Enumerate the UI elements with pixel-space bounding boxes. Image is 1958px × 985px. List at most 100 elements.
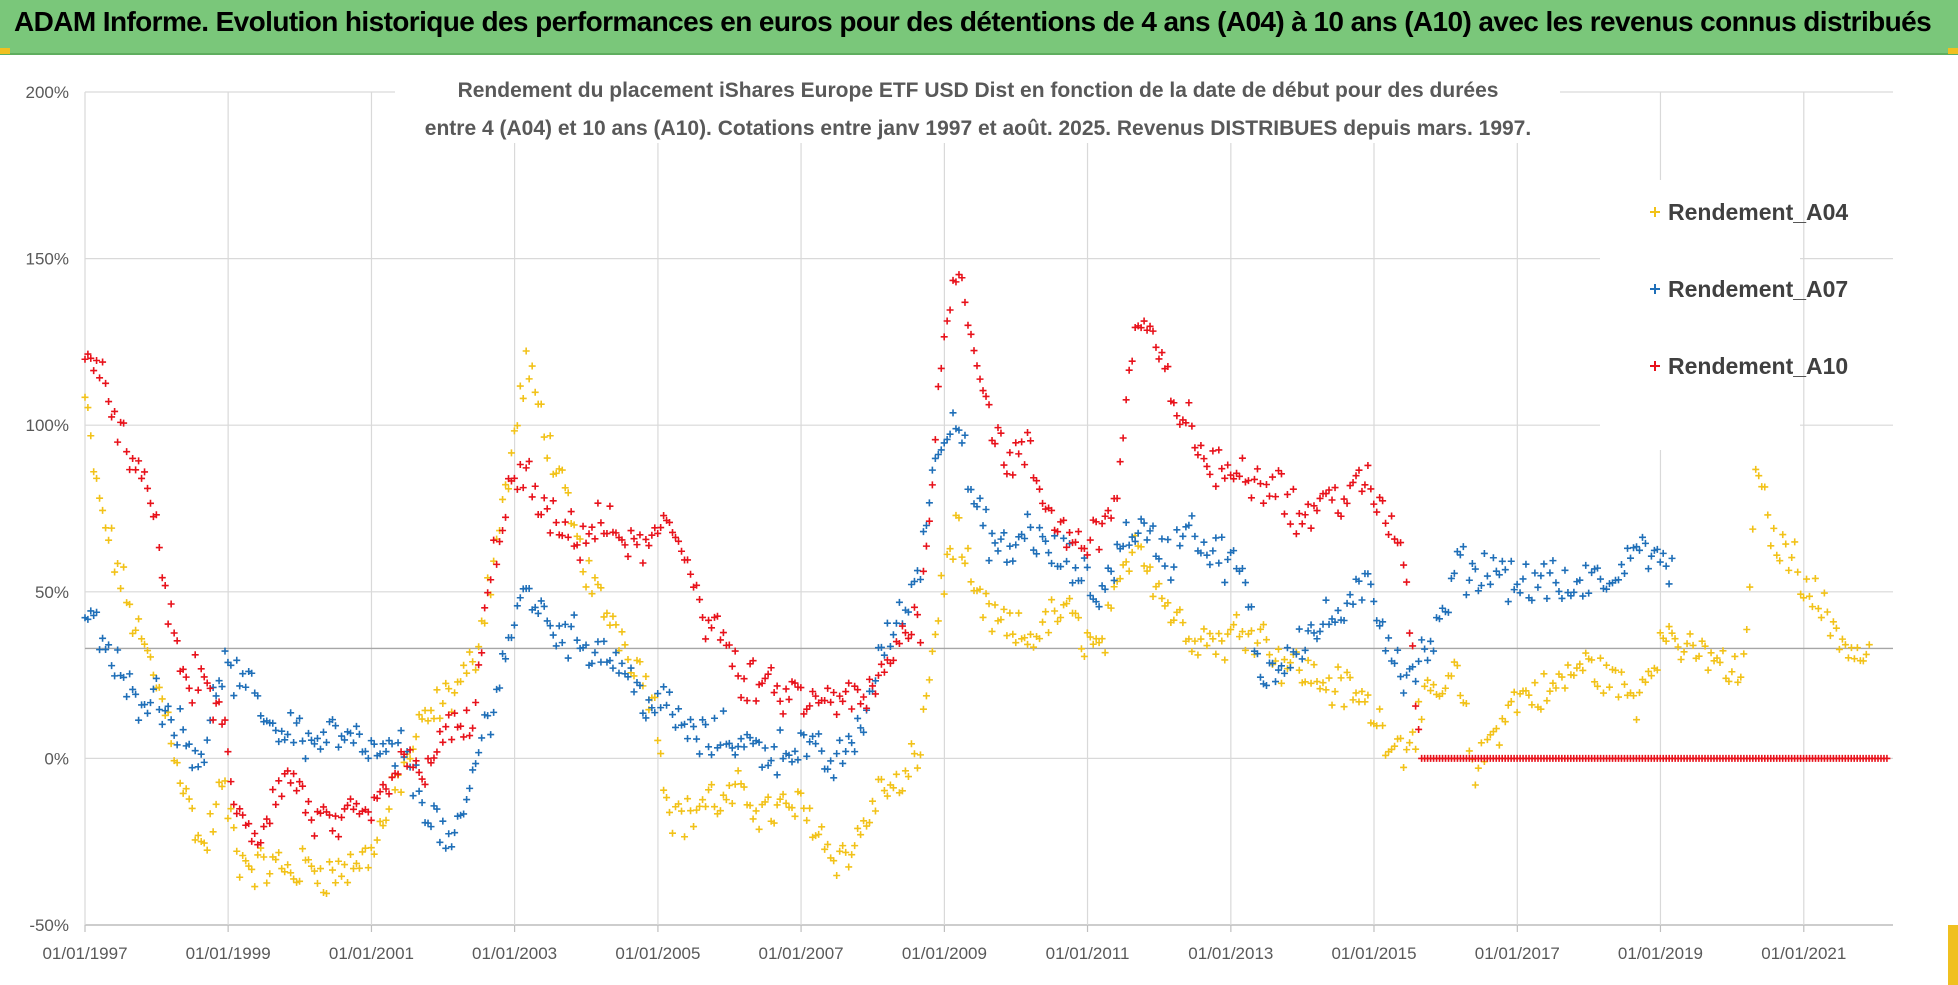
- data-point: [1098, 520, 1106, 528]
- data-point: [982, 590, 990, 598]
- data-point: [1355, 577, 1363, 585]
- data-point: [475, 643, 483, 651]
- data-point: [138, 635, 146, 643]
- data-point: [1797, 590, 1805, 598]
- data-point: [1364, 461, 1372, 469]
- data-point: [761, 674, 769, 682]
- data-point: [821, 697, 829, 705]
- data-point: [87, 607, 95, 615]
- data-point: [857, 724, 865, 732]
- data-point: [943, 550, 951, 558]
- data-point: [313, 734, 321, 742]
- data-point: [373, 836, 381, 844]
- data-point: [224, 748, 232, 756]
- data-point: [699, 716, 707, 724]
- data-point: [1054, 528, 1062, 536]
- data-point: [1704, 666, 1712, 674]
- data-point: [1385, 634, 1393, 642]
- data-point: [746, 801, 754, 809]
- data-point: [740, 743, 748, 751]
- data-point: [269, 719, 277, 727]
- data-point: [1006, 449, 1014, 457]
- data-point: [1313, 507, 1321, 515]
- data-point: [564, 654, 572, 662]
- data-point: [1179, 532, 1187, 540]
- data-point: [1403, 746, 1411, 754]
- data-point: [99, 506, 107, 514]
- data-point: [803, 752, 811, 760]
- data-point: [126, 600, 134, 608]
- data-point: [108, 413, 116, 421]
- data-point: [833, 710, 841, 718]
- data-point: [1030, 643, 1038, 651]
- data-point: [1522, 560, 1530, 568]
- data-point: [1385, 531, 1393, 539]
- data-point: [716, 636, 724, 644]
- data-point: [1636, 546, 1644, 554]
- data-point: [111, 407, 119, 415]
- data-point: [242, 683, 250, 691]
- data-point: [1567, 592, 1575, 600]
- data-point: [678, 807, 686, 815]
- data-point: [519, 484, 527, 492]
- data-point: [481, 604, 489, 612]
- data-point: [1644, 667, 1652, 675]
- data-point: [916, 751, 924, 759]
- data-point: [776, 697, 784, 705]
- data-point: [997, 535, 1005, 543]
- data-point: [329, 866, 337, 874]
- data-point: [310, 832, 318, 840]
- data-point: [531, 603, 539, 611]
- data-point: [1621, 569, 1629, 577]
- data-point: [991, 601, 999, 609]
- data-point: [651, 709, 659, 717]
- data-point: [651, 693, 659, 701]
- data-point: [854, 686, 862, 694]
- data-point: [1209, 547, 1217, 555]
- data-point: [233, 847, 241, 855]
- data-point: [1155, 555, 1163, 563]
- data-point: [654, 690, 662, 698]
- data-point: [206, 810, 214, 818]
- data-point: [1701, 642, 1709, 650]
- data-point: [525, 457, 533, 465]
- data-point: [1295, 625, 1303, 633]
- data-point: [1176, 542, 1184, 550]
- data-point: [764, 793, 772, 801]
- data-point: [1791, 538, 1799, 546]
- data-point: [630, 688, 638, 696]
- data-point: [1624, 544, 1632, 552]
- data-point: [642, 714, 650, 722]
- data-point: [827, 757, 835, 765]
- series-Rendement_A07: [81, 409, 1676, 852]
- data-point: [1814, 605, 1822, 613]
- data-point: [901, 767, 909, 775]
- data-point: [1230, 621, 1238, 629]
- data-point: [1262, 636, 1270, 644]
- data-point: [275, 738, 283, 746]
- data-point: [1474, 587, 1482, 595]
- x-tick-label: 01/01/2001: [329, 944, 414, 963]
- data-point: [1680, 648, 1688, 656]
- data-point: [976, 375, 984, 383]
- data-point: [1265, 651, 1273, 659]
- data-point: [836, 847, 844, 855]
- data-point: [1113, 494, 1121, 502]
- data-point: [227, 778, 235, 786]
- data-point: [1021, 634, 1029, 642]
- data-point: [114, 438, 122, 446]
- data-point: [1364, 570, 1372, 578]
- data-point: [1683, 640, 1691, 648]
- data-point: [651, 524, 659, 532]
- legend-label: Rendement_A10: [1668, 353, 1848, 379]
- data-point: [1636, 689, 1644, 697]
- data-point: [913, 567, 921, 575]
- data-point: [227, 805, 235, 813]
- data-point: [603, 609, 611, 617]
- data-point: [1561, 566, 1569, 574]
- data-point: [1170, 399, 1178, 407]
- data-point: [693, 735, 701, 743]
- data-point: [988, 627, 996, 635]
- data-point: [979, 387, 987, 395]
- data-point: [290, 770, 298, 778]
